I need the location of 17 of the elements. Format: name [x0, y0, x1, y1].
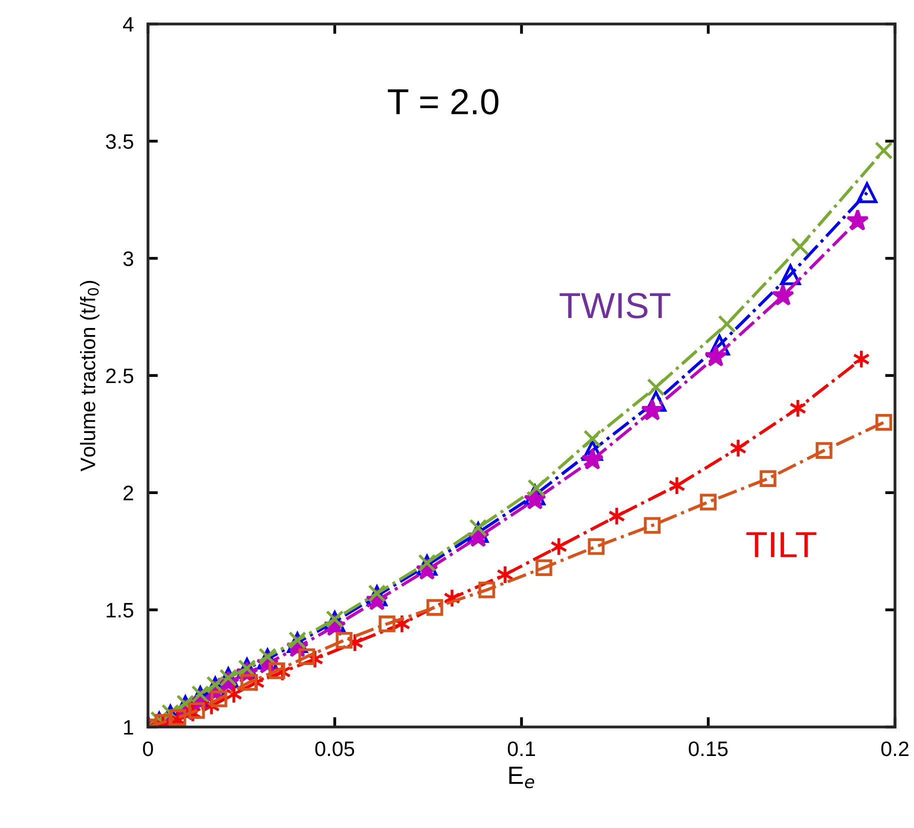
y-axis-title: Volume traction (t/f$_{0}$): [80, 280, 100, 472]
y-tick-label: 4: [123, 17, 134, 32]
x-tick-label: 0.05: [315, 741, 354, 756]
x-tick-label: 0: [143, 741, 153, 756]
y-tick-label: 3.5: [106, 134, 134, 149]
y-tick-label: 1.5: [106, 603, 134, 618]
x-axis-title: E$_{e}$: [509, 766, 534, 788]
y-tick-label: 2: [124, 486, 134, 500]
annotation: TILT: [746, 532, 816, 558]
annotation: TWIST: [560, 292, 670, 318]
annotation: T = 2.0: [388, 88, 498, 115]
x-tick-label: 0.15: [688, 741, 728, 756]
y-tick-label: 3: [123, 251, 134, 266]
y-tick-label: 1: [124, 720, 134, 735]
x-tick-label: 0.1: [508, 741, 535, 756]
x-tick-label: 0.2: [881, 741, 908, 756]
y-tick-label: 2.5: [106, 368, 134, 384]
